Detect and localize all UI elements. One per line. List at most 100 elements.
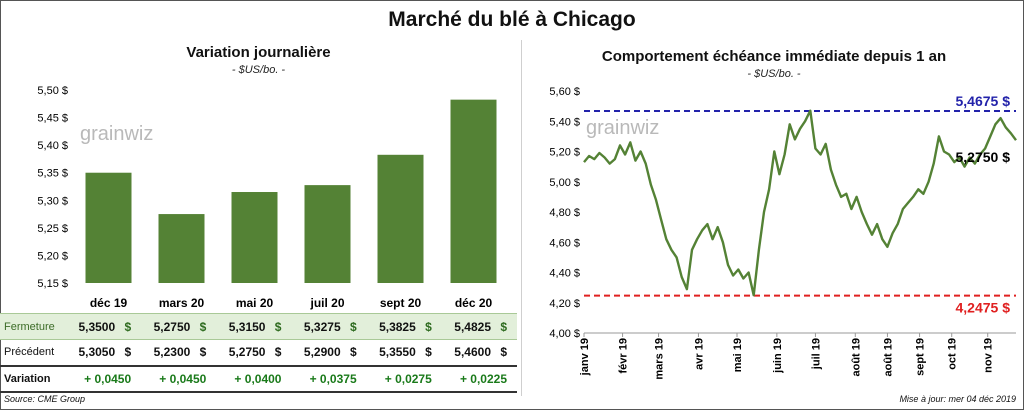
cell-value: 5,3825: [379, 319, 416, 334]
right-panel-title: Comportement échéance immédiate depuis 1…: [601, 48, 947, 65]
line-chart: grainwiz 4,00 $ 4,20 $ 4,40 $ 4,60 $ 4,80 $ 5,…: [549, 86, 1017, 380]
x-tick-label: juil 19: [810, 338, 822, 370]
bar: [450, 99, 497, 284]
table-row: Précédent 5,3050 $5,2300 $ 5,2750 $5,2900 $5,3…: [0, 340, 517, 366]
table-cell: 5,4825 $: [441, 313, 517, 340]
x-tick-label: nov 19: [983, 338, 995, 373]
cell-value: + 0,0225: [459, 371, 507, 386]
cell-unit: $: [425, 319, 432, 334]
cell-unit: $: [274, 345, 282, 360]
table-cell: + 0,0375: [291, 364, 367, 393]
cell-value: + 0,0450: [159, 371, 207, 386]
row-label: Fermeture: [0, 313, 66, 340]
cell-value: + 0,0400: [234, 371, 282, 386]
x-tick-label: août 19: [882, 338, 894, 377]
price-line: [583, 109, 1017, 297]
x-tick-label: sept 20: [380, 296, 422, 310]
cell-value: + 0,0450: [84, 371, 132, 386]
x-tick-label: juin 19: [772, 338, 784, 374]
cell-unit: $: [124, 345, 132, 360]
cell-value: 5,4600: [454, 345, 491, 360]
x-tick-label: déc 20: [455, 296, 493, 310]
cell-unit: $: [500, 319, 507, 334]
cell-value: 5,3150: [228, 319, 266, 334]
x-tick-label: mai 20: [236, 296, 274, 310]
y-tick-label: 5,15 $: [37, 278, 68, 290]
y-tick-label: 5,35 $: [37, 168, 68, 180]
cell-value: 5,2750: [228, 345, 266, 360]
cell-unit: $: [199, 345, 207, 360]
y-tick-label: 4,60 $: [549, 237, 580, 249]
x-tick-label: janv 19: [579, 338, 591, 376]
y-tick-label: 5,50 $: [37, 85, 68, 97]
row-label: Précédent: [4, 346, 55, 359]
cell-unit: $: [124, 319, 132, 334]
cell-value: 5,2900: [303, 345, 341, 360]
y-tick-label: 4,40 $: [549, 268, 580, 280]
table-cell: + 0,0400: [216, 364, 292, 393]
y-tick-label: 5,20 $: [37, 250, 68, 262]
cell-value: + 0,0375: [309, 371, 357, 386]
x-tick-label: mars 19: [654, 338, 666, 380]
table-cell: 5,3050 $: [66, 340, 141, 366]
x-tick-label: févr 19: [618, 338, 630, 373]
x-tick-label: sept 19: [915, 338, 927, 376]
table-cell: 5,3825 $: [366, 313, 442, 340]
cell-unit: $: [349, 319, 357, 334]
table-cell: + 0,0450: [141, 364, 217, 393]
cell-value: 5,4825: [454, 319, 491, 334]
y-tick-label: 5,40 $: [549, 116, 580, 128]
cell-value: 5,3275: [303, 319, 341, 334]
y-tick-label: 4,80 $: [549, 207, 580, 219]
left-panel-title: Variation journalière: [186, 44, 331, 61]
cell-unit: $: [199, 319, 207, 334]
last-value-label: 5,2750 $: [956, 149, 1011, 165]
table-cell: 5,2300 $: [141, 340, 216, 366]
table-cell: 5,2750 $: [141, 313, 217, 340]
y-tick-label: 5,60 $: [549, 86, 580, 98]
bar: [377, 154, 424, 283]
y-tick-label: 4,00 $: [549, 328, 580, 340]
cell-value: 5,2750: [153, 319, 191, 334]
watermark: grainwiz: [80, 123, 153, 145]
x-tick-label: oct 19: [947, 338, 959, 370]
x-tick-label: août 19: [850, 338, 862, 377]
table-cell: 5,2900 $: [291, 340, 366, 366]
y-tick-label: 5,45 $: [37, 113, 68, 125]
x-tick-label: avr 19: [693, 338, 705, 370]
bar-chart: grainwiz 5,15 $ 5,20 $ 5,25 $ 5,30 $ 5,35 $ 5,…: [37, 85, 497, 310]
x-tick-label: juil 20: [309, 296, 344, 310]
table-cell: 5,4600 $: [442, 340, 517, 366]
cell-unit: $: [425, 345, 432, 360]
right-panel-subtitle: - $US/bo. -: [747, 68, 801, 80]
high-value-label: 5,4675 $: [956, 93, 1011, 109]
watermark: grainwiz: [586, 117, 659, 139]
cell-unit: $: [349, 345, 357, 360]
table-row: Variation + 0,0450 + 0,0450 + 0,0400 + 0,037…: [0, 364, 517, 393]
x-tick-label: mai 19: [732, 338, 744, 372]
cell-unit: $: [274, 319, 282, 334]
left-panel-subtitle: - $US/bo. -: [231, 64, 286, 76]
y-tick-label: 5,25 $: [37, 223, 68, 235]
source-note: Source: CME Group: [4, 394, 86, 404]
low-value-label: 4,2475 $: [956, 300, 1011, 316]
x-tick-label: mars 20: [159, 296, 205, 310]
y-tick-label: 4,20 $: [549, 298, 580, 310]
table-cell: 5,3150 $: [216, 313, 292, 340]
price-table: Fermeture 5,3500 $5,2750 $5,3150 $5,3275 $5,3…: [0, 313, 517, 393]
y-tick-label: 5,20 $: [549, 147, 580, 159]
row-label: Variation: [0, 364, 66, 393]
bar: [231, 192, 278, 283]
main-title: Marché du blé à Chicago: [388, 8, 636, 31]
cell-value: 5,3500: [78, 319, 116, 334]
table-cell: 5,3550 $: [367, 340, 442, 366]
y-tick-label: 5,40 $: [37, 140, 68, 152]
bar: [158, 214, 205, 283]
table-row: Fermeture 5,3500 $5,2750 $5,3150 $5,3275 $5,3…: [0, 313, 517, 340]
table-cell: + 0,0225: [441, 364, 517, 393]
table-cell: + 0,0275: [366, 364, 442, 393]
y-tick-label: 5,30 $: [37, 195, 68, 207]
x-tick-label: déc 19: [90, 296, 128, 310]
cell-value: 5,3550: [379, 345, 416, 360]
y-tick-label: 5,00 $: [549, 177, 580, 189]
